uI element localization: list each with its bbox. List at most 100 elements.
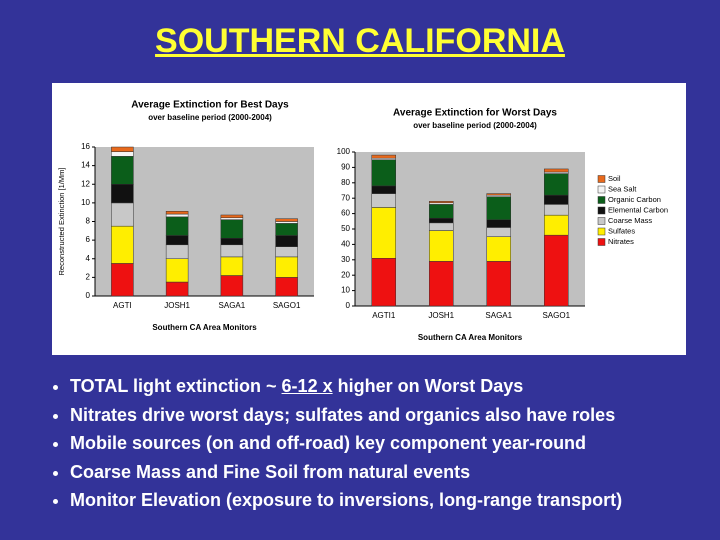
x-tick-label: SAGA1 bbox=[485, 311, 512, 320]
bar-segment bbox=[544, 194, 569, 205]
bar-segment bbox=[165, 258, 189, 283]
bar-segment bbox=[486, 219, 511, 228]
bar-segment bbox=[544, 234, 569, 307]
y-tick-label: 0 bbox=[346, 301, 351, 310]
bar-segment bbox=[275, 223, 298, 236]
bar-segment bbox=[429, 201, 454, 204]
legend-swatch bbox=[597, 227, 606, 236]
bar-segment bbox=[544, 204, 569, 216]
slide-title: SOUTHERN CALIFORNIA bbox=[155, 22, 565, 60]
bar-segment bbox=[220, 275, 244, 297]
y-tick-label: 8 bbox=[86, 217, 91, 226]
bullet-emphasis: 6-12 x bbox=[281, 376, 333, 396]
legend-swatch bbox=[597, 217, 606, 225]
bar-segment bbox=[429, 261, 454, 307]
x-tick-label: SAGA1 bbox=[219, 301, 246, 310]
y-tick-label: 16 bbox=[81, 142, 90, 151]
chart-subtitle: over baseline period (2000-2004) bbox=[148, 113, 272, 122]
legend-label: Sulfates bbox=[608, 226, 635, 235]
y-axis-label: Reconstructed Extinction [1/Mm] bbox=[57, 168, 66, 276]
x-tick-label: SAGO1 bbox=[273, 301, 301, 310]
bar-segment bbox=[111, 146, 134, 152]
bullet: Nitrates drive worst days; sulfates and … bbox=[70, 401, 622, 430]
bar-segment bbox=[165, 213, 189, 218]
legend-swatch bbox=[597, 206, 606, 215]
bar-segment bbox=[111, 151, 134, 157]
legend-label: Organic Carbon bbox=[608, 195, 661, 204]
chart-subtitle: over baseline period (2000-2004) bbox=[413, 121, 537, 130]
y-tick-label: 70 bbox=[341, 193, 350, 202]
bar-segment bbox=[275, 218, 298, 222]
bar-segment bbox=[371, 185, 396, 194]
x-axis-label: Southern CA Area Monitors bbox=[418, 333, 523, 342]
legend-swatch bbox=[597, 238, 606, 246]
bar-segment bbox=[165, 211, 189, 215]
bar-segment bbox=[220, 214, 244, 219]
bar-segment bbox=[371, 159, 396, 187]
bar-segment bbox=[220, 244, 244, 258]
legend-swatch bbox=[597, 175, 606, 183]
bar-segment bbox=[544, 214, 569, 236]
x-tick-label: AGTI bbox=[113, 301, 132, 310]
bar-segment bbox=[486, 261, 511, 307]
legend-label: Nitrates bbox=[608, 237, 634, 246]
x-tick-label: AGTI1 bbox=[372, 311, 396, 320]
bar-segment bbox=[429, 230, 454, 262]
bar-segment bbox=[275, 221, 298, 224]
y-tick-label: 20 bbox=[341, 270, 350, 279]
chart-title: Average Extinction for Worst Days bbox=[393, 108, 557, 119]
bar-segment bbox=[165, 244, 189, 259]
y-tick-label: 100 bbox=[337, 147, 351, 156]
y-tick-label: 80 bbox=[341, 178, 350, 187]
bar-segment bbox=[544, 168, 569, 173]
legend-label: Soil bbox=[608, 174, 621, 183]
bar-segment bbox=[275, 235, 298, 247]
bar-segment bbox=[275, 277, 298, 297]
x-tick-label: JOSH1 bbox=[428, 311, 454, 320]
bar-segment bbox=[111, 156, 134, 185]
x-tick-label: SAGO1 bbox=[542, 311, 570, 320]
bar-segment bbox=[429, 217, 454, 224]
y-tick-label: 6 bbox=[86, 235, 91, 244]
bar-segment bbox=[111, 225, 134, 264]
y-tick-label: 10 bbox=[81, 198, 90, 207]
y-tick-label: 50 bbox=[341, 224, 350, 233]
bar-segment bbox=[371, 154, 396, 159]
bar-segment bbox=[371, 207, 396, 259]
y-tick-label: 10 bbox=[341, 286, 350, 295]
y-tick-label: 0 bbox=[86, 291, 91, 300]
bullet: Coarse Mass and Fine Soil from natural e… bbox=[70, 458, 622, 487]
y-tick-label: 40 bbox=[341, 240, 350, 249]
bar-segment bbox=[165, 281, 189, 297]
bullet-text: higher on Worst Days bbox=[337, 376, 524, 396]
bar-segment bbox=[486, 236, 511, 262]
bullet: Mobile sources (on and off-road) key com… bbox=[70, 429, 622, 458]
y-tick-label: 30 bbox=[341, 255, 350, 264]
bullet-text: TOTAL light extinction ~ bbox=[70, 376, 277, 396]
y-tick-label: 14 bbox=[81, 161, 90, 170]
bar-segment bbox=[220, 256, 244, 276]
legend-label: Elemental Carbon bbox=[608, 205, 668, 214]
bar-segment bbox=[111, 202, 134, 227]
bar-segment bbox=[275, 246, 298, 258]
bar-segment bbox=[486, 227, 511, 237]
bar-segment bbox=[220, 219, 244, 239]
bar-segment bbox=[111, 263, 134, 297]
bar-segment bbox=[544, 173, 569, 196]
y-tick-label: 90 bbox=[341, 163, 350, 172]
y-tick-label: 12 bbox=[81, 179, 90, 188]
chart-title: Average Extinction for Best Days bbox=[131, 100, 289, 111]
bar-segment bbox=[371, 258, 396, 307]
y-tick-label: 60 bbox=[341, 209, 350, 218]
chart-panel: Average Extinction for Best Days over bas… bbox=[52, 83, 686, 355]
bar-segment bbox=[486, 193, 511, 196]
bar-segment bbox=[429, 204, 454, 219]
y-tick-label: 2 bbox=[86, 272, 91, 281]
legend-swatch bbox=[597, 196, 606, 204]
bar-segment bbox=[165, 235, 189, 246]
y-tick-label: 4 bbox=[86, 254, 91, 263]
bar-segment bbox=[371, 193, 396, 208]
